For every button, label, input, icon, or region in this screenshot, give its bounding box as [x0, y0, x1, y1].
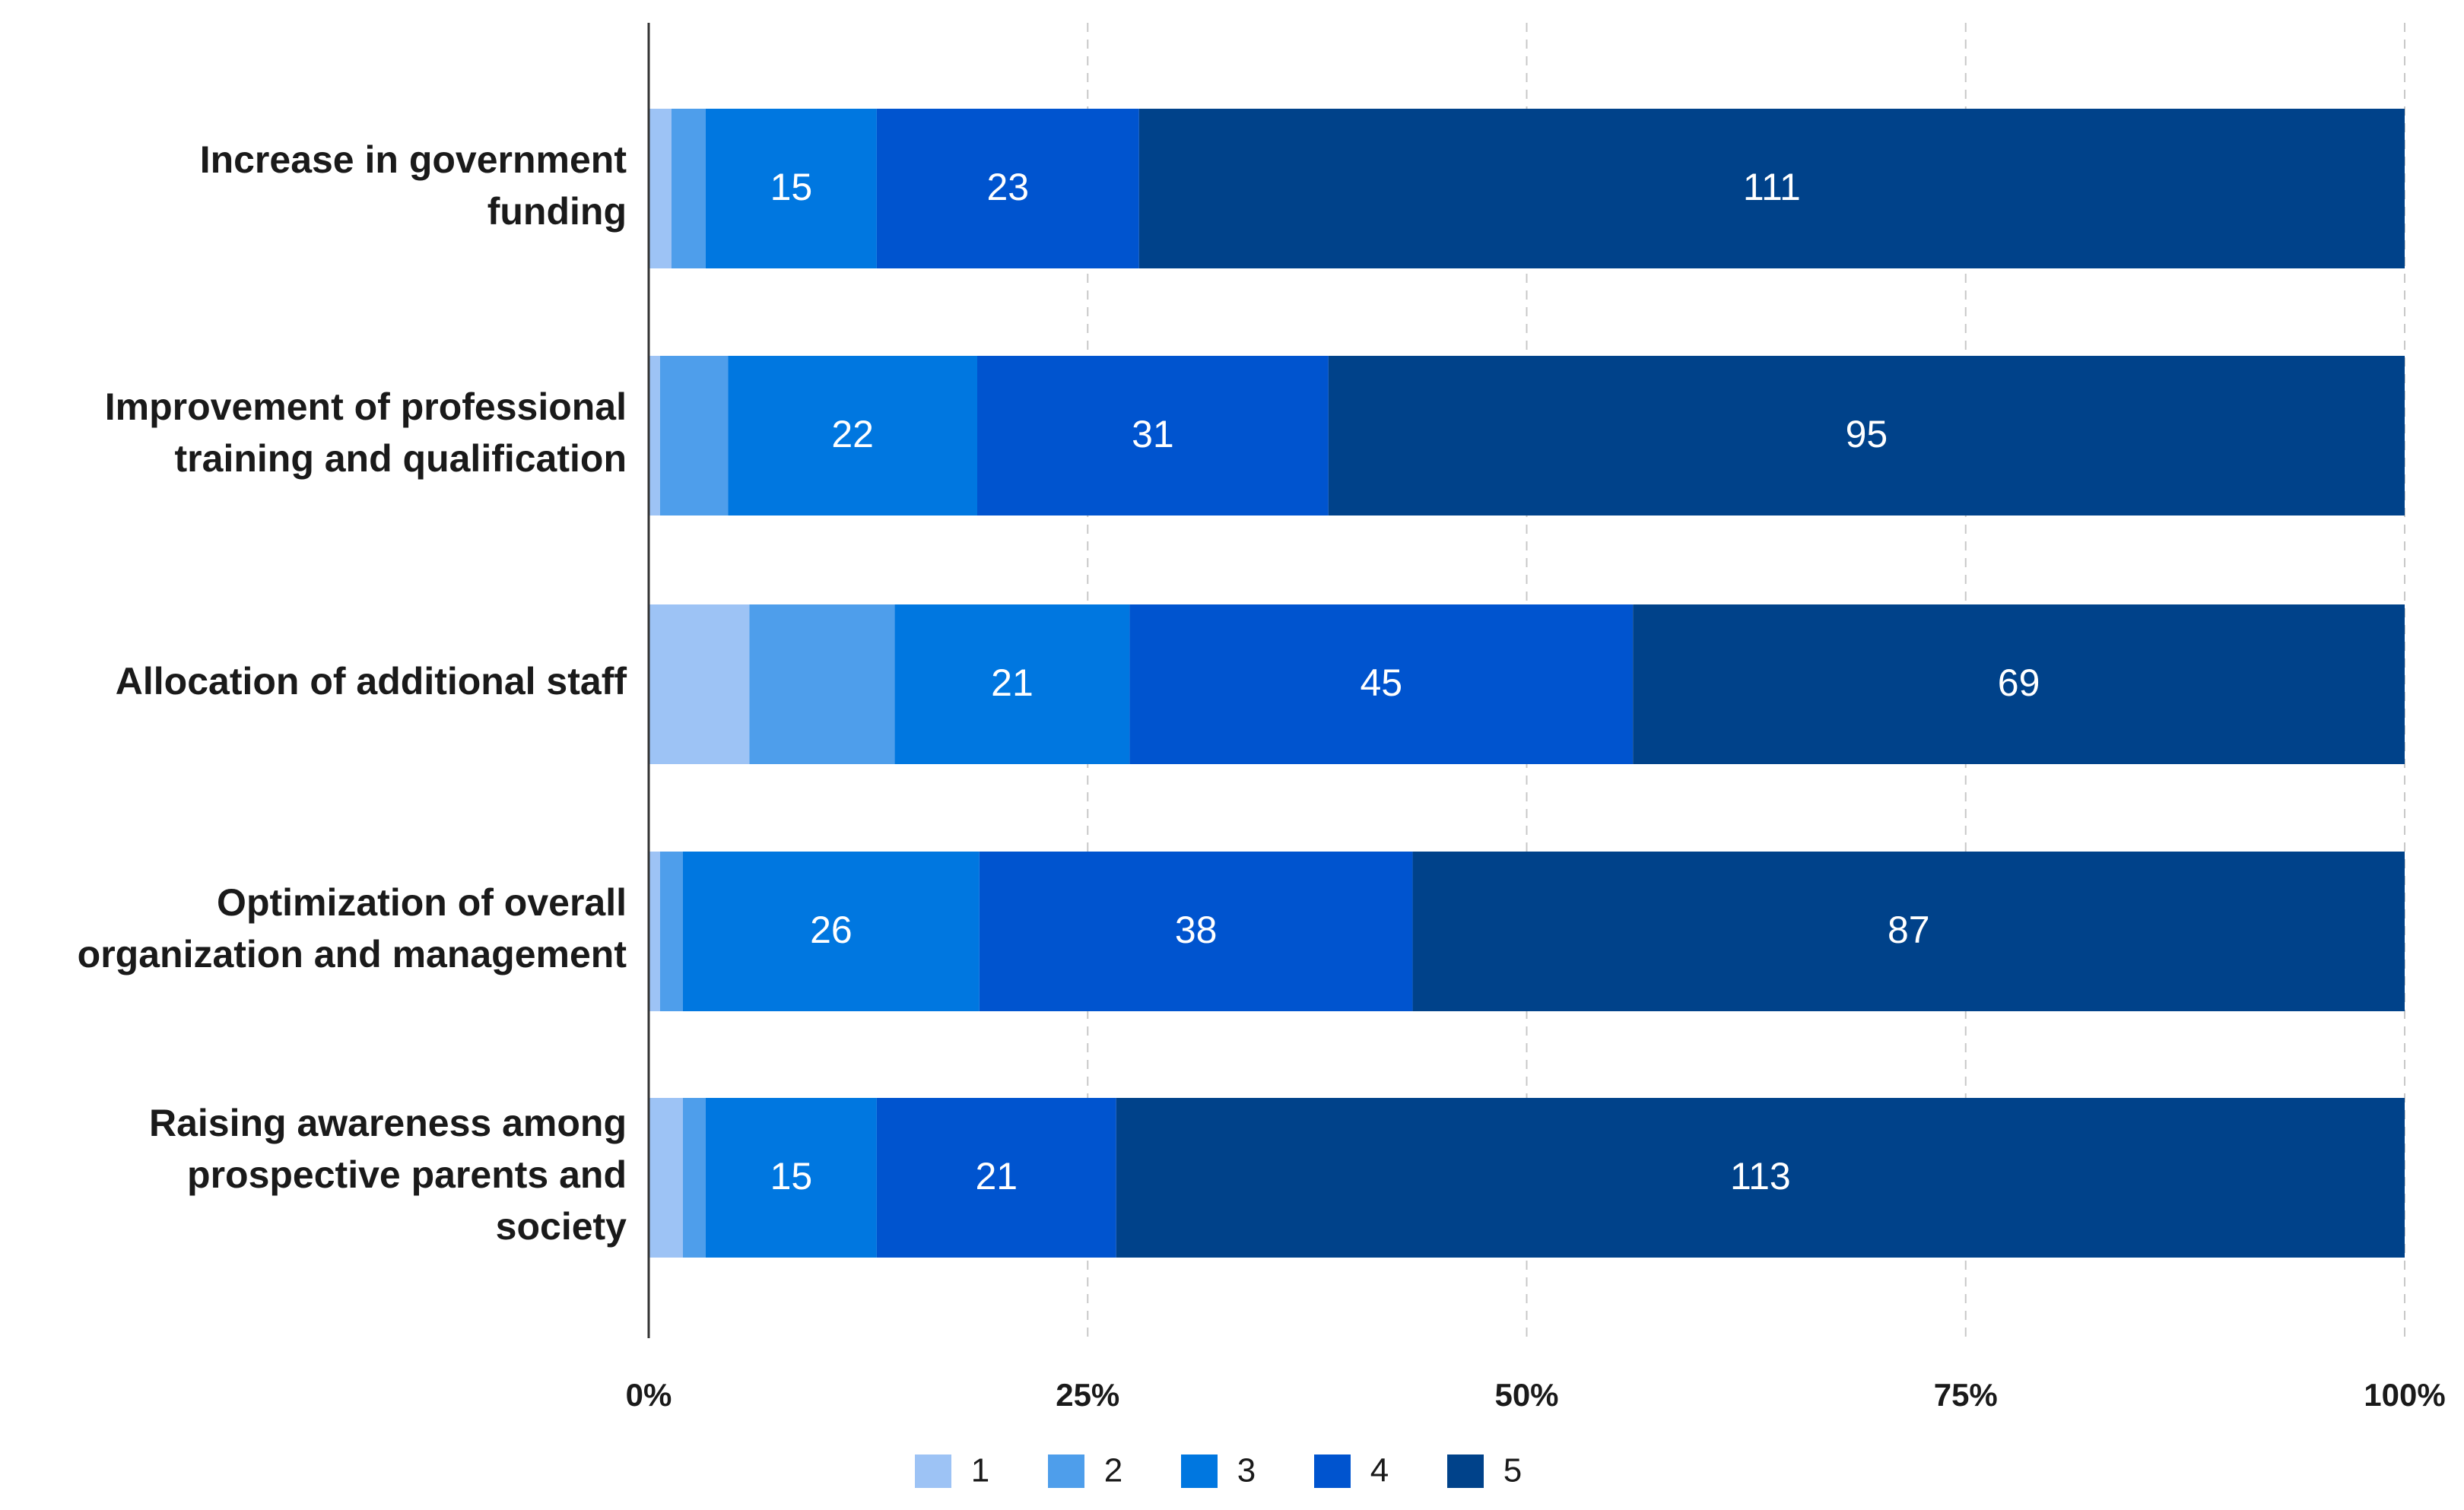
data-label: 38 [1175, 909, 1218, 951]
legend-swatch-2 [1048, 1454, 1084, 1488]
data-label: 31 [1132, 413, 1174, 455]
category-label: Increase in government funding [200, 138, 627, 233]
legend-label-5: 5 [1503, 1452, 1522, 1489]
legend-label-4: 4 [1370, 1452, 1389, 1489]
bar-segment-1 [649, 852, 660, 1011]
bar-segment-5 [1412, 852, 2405, 1011]
bar-segment-2 [659, 852, 683, 1011]
data-label: 113 [1730, 1155, 1791, 1198]
legend-swatch-3 [1181, 1454, 1218, 1488]
data-label: 111 [1743, 166, 1801, 208]
bar-segment-2 [749, 604, 895, 764]
data-label: 95 [1846, 413, 1888, 455]
bar-segment-2 [659, 356, 729, 515]
x-tick-label: 50% [1494, 1377, 1558, 1413]
bar-segment-5 [1138, 109, 2405, 268]
x-tick-label: 25% [1056, 1377, 1119, 1413]
data-label: 69 [1998, 661, 2040, 704]
bar-segment-1 [649, 604, 750, 764]
legend: 1 2 3 4 5 [915, 1452, 1522, 1489]
legend-label-2: 2 [1104, 1452, 1122, 1489]
bar-segment-2 [682, 1098, 706, 1258]
bar-segment-5 [1328, 356, 2405, 515]
bar-segment-1 [649, 356, 660, 515]
data-label: 15 [770, 166, 813, 208]
legend-label-3: 3 [1237, 1452, 1256, 1489]
data-label: 23 [986, 166, 1029, 208]
bar-segment-2 [671, 109, 706, 268]
bar-segment-4 [876, 109, 1139, 268]
category-label: Optimization of overall organization and … [78, 881, 627, 975]
category-label: Allocation of additional staff [116, 660, 627, 703]
data-label: 87 [1888, 909, 1930, 951]
x-axis-tick-labels: 0% 25% 50% 75% 100% [626, 1377, 2446, 1413]
bar-segment-5 [1633, 604, 2405, 764]
x-tick-label: 75% [1934, 1377, 1998, 1413]
x-tick-label: 100% [2364, 1377, 2445, 1413]
category-label: Raising awareness among prospective paren… [149, 1102, 627, 1248]
bar-segment-4 [876, 1098, 1116, 1258]
data-label: 21 [991, 661, 1034, 704]
bars: 15 23 111 22 31 95 21 45 69 26 38 87 15 21 113 [649, 109, 2405, 1258]
bar-segment-5 [1116, 1098, 2405, 1258]
legend-label-1: 1 [971, 1452, 989, 1489]
bar-segment-3 [705, 1098, 877, 1258]
data-label: 21 [975, 1155, 1018, 1198]
bar-segment-1 [649, 109, 672, 268]
bar-segment-4 [979, 852, 1413, 1011]
bar-segment-1 [649, 1098, 683, 1258]
bar-segment-4 [977, 356, 1329, 515]
data-label: 22 [831, 413, 874, 455]
data-label: 15 [770, 1155, 813, 1198]
bar-segment-3 [682, 852, 980, 1011]
bar-segment-4 [1129, 604, 1634, 764]
x-tick-label: 0% [626, 1377, 672, 1413]
legend-swatch-1 [915, 1454, 951, 1488]
category-label: Improvement of professional training and … [105, 385, 627, 480]
bar-segment-3 [894, 604, 1130, 764]
legend-swatch-5 [1447, 1454, 1484, 1488]
bar-segment-3 [728, 356, 978, 515]
data-label: 26 [810, 909, 853, 951]
category-labels: Increase in government funding Improvement… [78, 138, 627, 1248]
legend-swatch-4 [1314, 1454, 1351, 1488]
data-label: 45 [1360, 661, 1402, 704]
bar-segment-3 [705, 109, 877, 268]
